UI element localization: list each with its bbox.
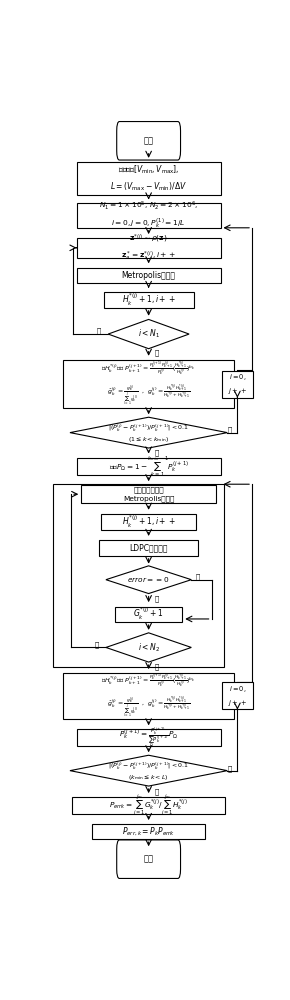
Text: $i<N_2$: $i<N_2$	[137, 641, 160, 654]
Text: $|(P_k^{(j)}-P_k^{(j+1)})/P_k^{(j+1)}|<0.1$
$(1\leq k<k_{\min})$: $|(P_k^{(j)}-P_k^{(j+1)})/P_k^{(j+1)}|<0…	[108, 422, 189, 444]
Text: 将$H_k^{*(j)}$代入 $P_{k+1}^{(j+1)}=\frac{P_k^{(j+1)}P_{k+1}^{(j)}}{P_k^{(j)}}(\fra: 将$H_k^{*(j)}$代入 $P_{k+1}^{(j+1)}=\frac{P…	[102, 672, 196, 720]
FancyBboxPatch shape	[81, 485, 216, 503]
Text: Metropolis抽样器: Metropolis抽样器	[122, 271, 176, 280]
Polygon shape	[70, 755, 227, 786]
Text: 是: 是	[154, 449, 159, 456]
FancyBboxPatch shape	[104, 292, 194, 308]
Text: $H_k^{*(j)}+1, i++$: $H_k^{*(j)}+1, i++$	[122, 514, 175, 530]
Text: $P_{errk}=\sum_{j=1}^{j_m}G_k^{*(j)}/\sum_{j=1}^{j_m}H_k^{*(j)}$: $P_{errk}=\sum_{j=1}^{j_m}G_k^{*(j)}/\su…	[109, 792, 188, 818]
Text: 将$H_k^{*(j)}$代入 $P_{k+1}^{(j+1)}=\frac{P_k^{(j+1)}P_{k+1}^{(j)}}{P_k^{(j)}}(\fra: 将$H_k^{*(j)}$代入 $P_{k+1}^{(j+1)}=\frac{P…	[102, 360, 196, 408]
FancyBboxPatch shape	[117, 122, 181, 160]
Text: $i<N_1$: $i<N_1$	[137, 328, 160, 340]
FancyBboxPatch shape	[77, 268, 221, 283]
Polygon shape	[108, 319, 189, 349]
Text: $G_k^{*(j)}+1$: $G_k^{*(j)}+1$	[133, 606, 164, 622]
Polygon shape	[70, 417, 227, 448]
Text: 开始: 开始	[144, 136, 154, 145]
Text: 结束: 结束	[144, 855, 154, 864]
FancyBboxPatch shape	[99, 540, 198, 556]
FancyBboxPatch shape	[72, 797, 225, 814]
Text: LDPC码译码器: LDPC码译码器	[129, 544, 168, 553]
Text: $P_{err,k}=P_kP_{errk}$: $P_{err,k}=P_kP_{errk}$	[122, 825, 175, 838]
Text: $N_1=1\times10^5$, $N_2=2\times10^6$,
$i=0, j=0, P_k^{(1)}=1/L$: $N_1=1\times10^5$, $N_2=2\times10^6$, $i…	[99, 200, 198, 231]
Text: 否: 否	[154, 596, 159, 602]
Text: $error==0$: $error==0$	[127, 575, 170, 584]
Text: 否: 否	[154, 349, 159, 356]
FancyBboxPatch shape	[77, 238, 221, 258]
FancyBboxPatch shape	[117, 840, 181, 878]
FancyBboxPatch shape	[115, 607, 182, 622]
FancyBboxPatch shape	[93, 824, 205, 839]
Text: $\mathbf{z}^{*(i)}\sim\rho(\mathbf{z})$
$\mathbf{z}_a^*=\mathbf{z}^{*(i)},i++$: $\mathbf{z}^{*(i)}\sim\rho(\mathbf{z})$ …	[121, 233, 176, 263]
FancyBboxPatch shape	[63, 360, 234, 408]
FancyBboxPatch shape	[77, 203, 221, 228]
Text: 是: 是	[196, 573, 200, 580]
Text: 是: 是	[95, 641, 99, 648]
Text: 是: 是	[154, 788, 159, 795]
FancyBboxPatch shape	[53, 484, 224, 667]
Text: 计算$P_\Omega=1-\sum_{k=1}^{k_{\min}-1}P_k^{(j+1)}$: 计算$P_\Omega=1-\sum_{k=1}^{k_{\min}-1}P_k…	[108, 454, 189, 479]
Text: 是: 是	[97, 328, 101, 334]
Text: $i=0,$
$j++$: $i=0,$ $j++$	[228, 372, 247, 396]
Text: 否: 否	[228, 426, 232, 433]
Text: 否: 否	[154, 663, 159, 670]
Text: $H_k^{*(j)}+1, i++$: $H_k^{*(j)}+1, i++$	[122, 292, 175, 308]
Text: 确定范围$[V_{\min},V_{\max}]$,
$L=(V_{\max}-V_{\min})/\Delta V$: 确定范围$[V_{\min},V_{\max}]$, $L=(V_{\max}-…	[110, 164, 187, 193]
FancyBboxPatch shape	[102, 514, 196, 530]
Text: $i=0,$
$j++$: $i=0,$ $j++$	[228, 684, 247, 708]
FancyBboxPatch shape	[77, 162, 221, 195]
FancyBboxPatch shape	[77, 729, 221, 746]
Polygon shape	[106, 633, 191, 662]
Text: 引入辅助函数的
Metropolis抽样器: 引入辅助函数的 Metropolis抽样器	[123, 486, 174, 502]
FancyBboxPatch shape	[63, 673, 234, 719]
Text: 否: 否	[228, 765, 232, 772]
FancyBboxPatch shape	[222, 682, 253, 709]
FancyBboxPatch shape	[77, 458, 221, 475]
Text: $P_k^{(j+1)}=\frac{P_k^{(j+1)}}{\sum_\Omega P_k^{(j+1)}}P_\Omega$: $P_k^{(j+1)}=\frac{P_k^{(j+1)}}{\sum_\Om…	[119, 726, 178, 749]
Text: $|(P_k^{(j)}-P_k^{(j+1)})/P_k^{(j+1)}|<0.1$
$(k_{\min}\leq k<L)$: $|(P_k^{(j)}-P_k^{(j+1)})/P_k^{(j+1)}|<0…	[108, 760, 189, 782]
FancyBboxPatch shape	[222, 371, 253, 398]
Polygon shape	[106, 566, 191, 594]
